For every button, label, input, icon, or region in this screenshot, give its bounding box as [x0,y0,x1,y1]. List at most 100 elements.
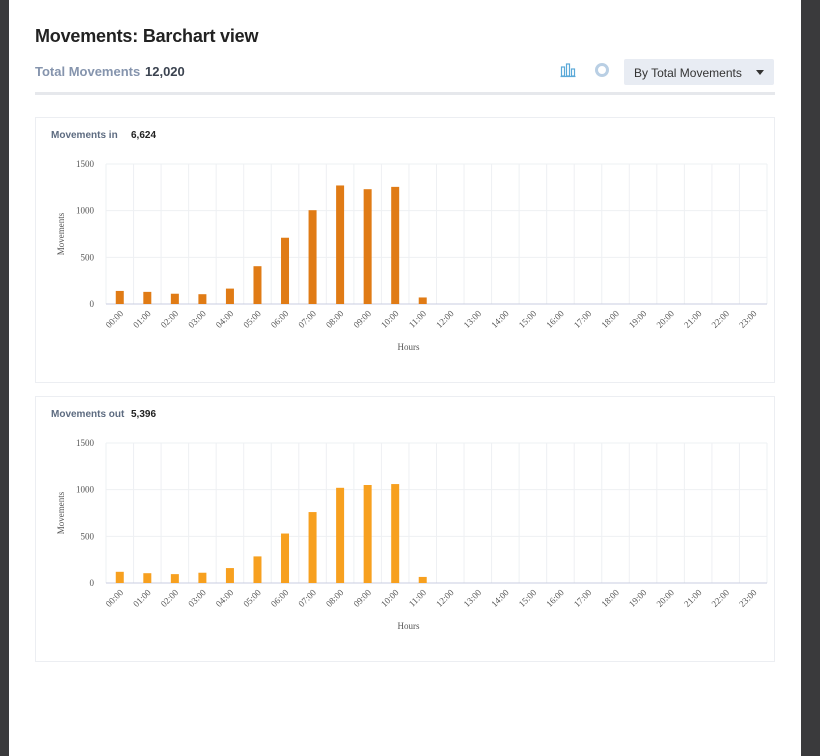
y-axis-title: Movements [56,491,66,534]
bar[interactable] [198,572,207,583]
bar-chart-icon[interactable] [560,62,576,78]
x-tick-label: 14:00 [489,308,511,330]
y-tick-label: 1500 [76,159,95,169]
y-tick-label: 500 [81,531,95,541]
y-tick-label: 500 [81,252,95,262]
x-tick-label: 02:00 [159,587,181,609]
movements-out-value: 5,396 [131,409,157,420]
x-tick-label: 15:00 [517,308,539,330]
x-tick-label: 03:00 [186,587,208,609]
total-movements-label: Total Movements [35,64,141,79]
x-tick-label: 12:00 [434,587,456,609]
y-tick-label: 1000 [76,485,95,495]
header-divider [35,92,775,95]
bar[interactable] [253,266,262,304]
movements-out-panel: Movements out 5,396 0 500 1000 1500 00:00 01:… [35,396,775,662]
bar[interactable] [225,568,234,583]
bar[interactable] [225,288,234,304]
x-tick-label: 10:00 [379,587,401,609]
bar[interactable] [336,487,345,583]
x-tick-label: 00:00 [104,587,126,609]
x-tick-label: 05:00 [241,587,263,609]
movements-out-label: Movements out [51,409,125,420]
bar[interactable] [198,294,207,304]
x-tick-label: 17:00 [572,308,594,330]
page-title: Movements: Barchart view [35,26,259,46]
x-tick-label: 17:00 [572,587,594,609]
x-tick-label: 07:00 [296,587,318,609]
x-tick-label: 19:00 [627,587,649,609]
x-tick-label: 05:00 [241,308,263,330]
movements-in-value: 6,624 [131,130,157,141]
x-tick-label: 11:00 [407,308,429,330]
bar[interactable] [115,571,124,583]
y-axis-title: Movements [56,212,66,255]
bar[interactable] [253,556,262,583]
movements-in-chart: 0 500 1000 1500 00:00 01:00 02:00 03:00 04:00 05:… [56,159,768,352]
x-tick-label: 18:00 [599,587,621,609]
donut-chart-icon[interactable] [594,62,610,78]
x-tick-label: 21:00 [682,587,704,609]
x-tick-label: 20:00 [654,587,676,609]
bar[interactable] [363,189,372,304]
x-tick-label: 04:00 [214,308,236,330]
bar[interactable] [143,573,152,583]
bar[interactable] [281,533,290,583]
x-tick-label: 22:00 [710,308,732,330]
x-tick-label: 10:00 [379,308,401,330]
bar[interactable] [363,485,372,583]
x-tick-label: 01:00 [131,308,153,330]
bar[interactable] [170,574,179,583]
x-tick-label: 00:00 [104,308,126,330]
x-tick-label: 04:00 [214,587,236,609]
x-tick-label: 09:00 [351,308,373,330]
x-tick-label: 19:00 [627,308,649,330]
x-tick-label: 03:00 [186,308,208,330]
bar[interactable] [308,210,317,304]
movements-in-label: Movements in [51,130,118,141]
x-tick-label: 14:00 [489,587,511,609]
x-tick-label: 01:00 [131,587,153,609]
bar[interactable] [281,237,290,304]
x-tick-label: 09:00 [351,587,373,609]
x-tick-label: 22:00 [710,587,732,609]
x-tick-label: 18:00 [599,308,621,330]
x-tick-label: 12:00 [434,308,456,330]
x-tick-label: 23:00 [737,308,759,330]
chevron-down-icon [756,70,764,75]
x-tick-label: 16:00 [544,587,566,609]
sort-mode-dropdown[interactable]: By Total Movements [624,59,774,85]
total-movements-value: 12,020 [145,64,185,79]
y-tick-label: 0 [90,578,95,588]
bar[interactable] [418,576,427,583]
bar[interactable] [391,484,400,583]
report-sheet: Movements: Barchart view Total Movements… [9,0,801,756]
bar[interactable] [308,512,317,583]
x-tick-label: 15:00 [517,587,539,609]
x-tick-label: 08:00 [324,308,346,330]
x-tick-label: 16:00 [544,308,566,330]
x-axis-title: Hours [398,342,420,352]
x-axis-title: Hours [398,621,420,631]
x-tick-label: 06:00 [269,587,291,609]
dropdown-selected-value: By Total Movements [634,66,742,80]
movements-in-panel: Movements in 6,624 0 500 1000 1500 00:00 01:0… [35,117,775,383]
bar[interactable] [115,290,124,304]
x-tick-label: 02:00 [159,308,181,330]
movements-out-chart: 0 500 1000 1500 00:00 01:00 02:00 03:00 04:00 05:… [56,438,768,631]
x-tick-label: 13:00 [462,308,484,330]
y-tick-label: 1500 [76,438,95,448]
x-tick-label: 06:00 [269,308,291,330]
x-tick-label: 20:00 [654,308,676,330]
x-tick-label: 08:00 [324,587,346,609]
y-tick-label: 0 [90,299,95,309]
bar[interactable] [170,293,179,304]
y-tick-label: 1000 [76,206,95,216]
bar[interactable] [418,297,427,304]
x-tick-label: 13:00 [462,587,484,609]
bar[interactable] [391,186,400,304]
x-tick-label: 11:00 [407,587,429,609]
bar[interactable] [336,185,345,304]
x-tick-label: 23:00 [737,587,759,609]
bar[interactable] [143,291,152,304]
